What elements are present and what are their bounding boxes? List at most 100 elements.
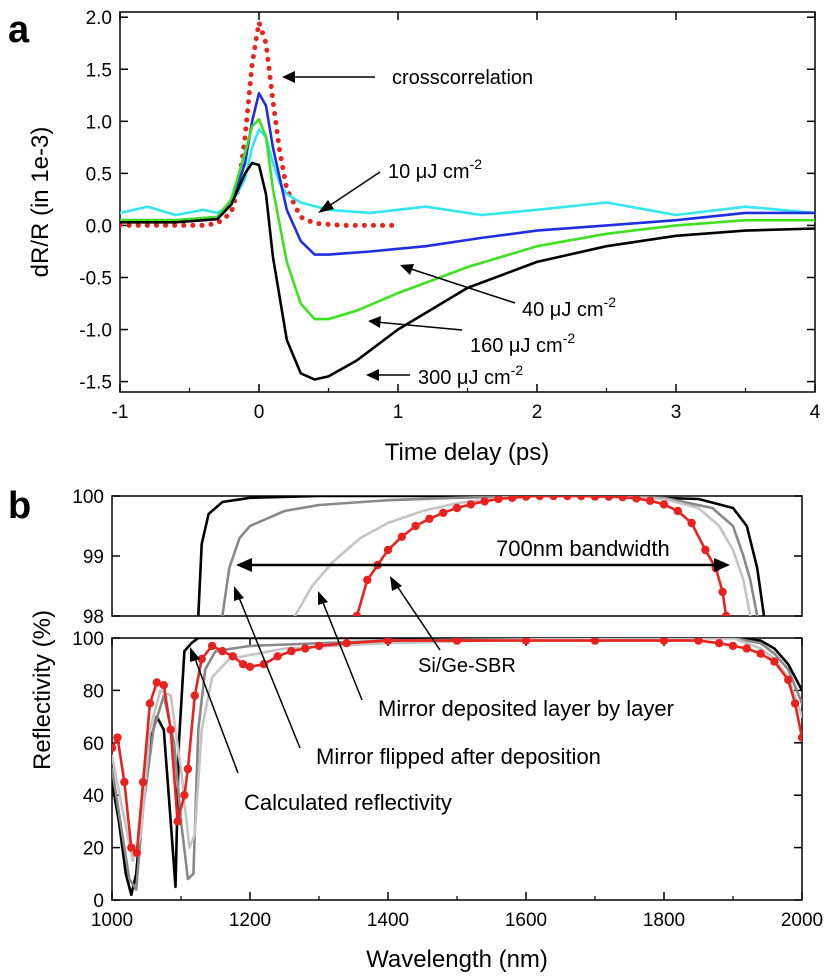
annotation-bandwidth-label: 700nm bandwidth bbox=[496, 536, 670, 561]
panel-a-ticks: -1 0 1 2 3 4 -1.5 -1.0 -0.5 0.0 0.5 1.0 1.5 2.0 bbox=[79, 8, 820, 423]
annotation-10uj-label: 10 μJ cm-2 bbox=[388, 156, 482, 183]
annotation-crosscorrelation: crosscorrelation bbox=[282, 67, 533, 89]
panel-b-main-series-si-ge-sbr-point bbox=[183, 764, 193, 774]
panel-b-zoom-y-tick-label: 100 bbox=[72, 487, 104, 508]
panel-b-main-series-si-ge-sbr-point bbox=[784, 675, 793, 685]
panel-b-main-series-si-ge-sbr-point bbox=[127, 843, 136, 852]
panel-b-main-series-si-ge-sbr-point bbox=[152, 678, 161, 687]
panel-b-main-series-si-ge-sbr-point bbox=[728, 641, 738, 651]
panel-b-zoom-series-si-ge-sbr-point bbox=[521, 496, 531, 501]
panel-b-main-frame bbox=[111, 637, 803, 901]
annotation-300uj: 300 μJ cm-2 bbox=[366, 362, 523, 389]
annotation-flipped: Mirror flipped after deposition bbox=[234, 586, 601, 769]
panel-b-zoom-series-si-ge-sbr-point bbox=[604, 496, 613, 501]
panel-b-main-series bbox=[112, 638, 802, 897]
panel-b-main-series-si-ge-sbr-point bbox=[742, 644, 751, 653]
annotation-crosscorrelation-label: crosscorrelation bbox=[392, 67, 533, 89]
annotation-300uj-label: 300 μJ cm-2 bbox=[418, 362, 523, 389]
annotation-flipped-label: Mirror flipped after deposition bbox=[316, 744, 601, 769]
panel-a-y-tick-label: 0.5 bbox=[86, 164, 112, 185]
panel-a-x-tick-label: 0 bbox=[254, 402, 265, 423]
annotation-calc: Calculated reflectivity bbox=[190, 647, 452, 815]
panel-b-zoom-series-mirror-flipped-after-deposition-line bbox=[221, 496, 759, 616]
panel-b-main-series-si-ge-sbr-point bbox=[145, 699, 155, 708]
panel-b-zoom-series-si-ge-sbr-point bbox=[632, 496, 641, 503]
panel-b-main-y-tick-label: 40 bbox=[83, 786, 104, 807]
panel-b-main-series-si-ge-sbr-point bbox=[173, 817, 182, 826]
panel-a-x-tick-label: 4 bbox=[810, 402, 821, 423]
panel-b-main-series-si-ge-sbr-point bbox=[132, 848, 141, 857]
panel-b-zoom-series-si-ge-sbr-point bbox=[563, 496, 572, 501]
annotation-160uj-label: 160 μJ cm-2 bbox=[470, 330, 575, 357]
panel-b-main-series-si-ge-sbr-point bbox=[314, 641, 324, 651]
panel-a-y-tick-label: -1.5 bbox=[79, 373, 112, 394]
panel-b-zoom-series-si-ge-sbr-point bbox=[480, 497, 489, 506]
panel-b-main-series-si-ge-sbr-point bbox=[238, 660, 248, 669]
panel-b-zoom-series-calculated-reflectivity-line bbox=[197, 496, 766, 616]
annotation-layer-label: Mirror deposited layer by layer bbox=[378, 696, 674, 721]
panel-b-zoom-series-si-ge-sbr-point bbox=[618, 496, 627, 502]
panel-b-main-series-si-ge-sbr-point bbox=[113, 733, 122, 742]
panel-b-main-series-si-ge-sbr-point bbox=[452, 638, 462, 645]
panel-b-x-axis-title: Wavelength (nm) bbox=[366, 946, 548, 973]
panel-b-main-series-si-ge-sbr-point bbox=[521, 638, 531, 645]
panel-b-zoom-series-si-ge-sbr-point bbox=[535, 496, 544, 501]
panel-b-main-series-si-ge-sbr-point bbox=[756, 649, 765, 658]
panel-b-y-axis-title: Reflectivity (%) bbox=[29, 610, 56, 770]
panel-b-main-series-si-ge-sbr-point bbox=[180, 791, 189, 800]
panel-b-main-series-si-ge-sbr-point bbox=[383, 638, 393, 645]
panel-b-letter: b bbox=[8, 485, 31, 527]
panel-a-x-tick-label: 1 bbox=[393, 402, 404, 423]
panel-b-zoom-series-si-ge-sbr-point bbox=[659, 500, 669, 509]
panel-b-main-y-tick-label: 60 bbox=[83, 734, 104, 755]
panel-a-y-tick-label: 1.0 bbox=[86, 112, 112, 133]
annotation-calc-label: Calculated reflectivity bbox=[244, 790, 452, 815]
panel-b-zoom-y-tick-label: 98 bbox=[83, 607, 104, 628]
panel-b-zoom-series-si-ge-sbr-point bbox=[411, 521, 420, 531]
panel-a-series bbox=[120, 19, 815, 381]
panel-b-zoom-series-si-ge-sbr-point bbox=[646, 496, 655, 505]
panel-b-zoom-series-si-ge-sbr-point bbox=[721, 611, 731, 616]
panel-b-main-series-si-ge-sbr-point bbox=[218, 646, 227, 656]
panel-b-main-series-si-ge-sbr-line bbox=[112, 639, 802, 855]
panel-b-zoom-series-si-ge-sbr-point bbox=[590, 496, 600, 501]
panel-b-zoom-y-tick-label: 99 bbox=[83, 547, 104, 568]
annotation-bandwidth: 700nm bandwidth bbox=[236, 536, 730, 572]
panel-a-x-tick-label: -1 bbox=[112, 402, 129, 423]
panel-b-main-series-si-ge-sbr-point bbox=[159, 681, 168, 690]
panel-b-zoom-frame bbox=[111, 495, 803, 617]
panel-b-main-series-si-ge-sbr-point bbox=[797, 733, 802, 742]
panel-b-zoom-series-si-ge-sbr-point bbox=[549, 496, 558, 501]
panel-b-main-series-si-ge-sbr-point bbox=[120, 777, 129, 787]
panel-b-main-y-tick-label: 100 bbox=[72, 629, 104, 650]
panel-b-main-series-si-ge-sbr-point bbox=[166, 725, 175, 734]
panel-b-zoom-series-si-ge-sbr-point bbox=[452, 503, 462, 513]
panel-b-zoom-series-si-ge-sbr-point bbox=[494, 496, 503, 504]
annotation-160uj: 160 μJ cm-2 bbox=[368, 316, 575, 357]
panel-b-main-series-si-ge-sbr-point bbox=[287, 646, 296, 656]
panel-b-main-series-si-ge-sbr-point bbox=[273, 652, 282, 661]
panel-b-main-series-si-ge-sbr-point bbox=[112, 743, 117, 753]
panel-a-series-300-j-cm-2-line bbox=[120, 161, 815, 381]
panel-a-letter: a bbox=[8, 9, 30, 51]
panel-b-main-y-tick-label: 80 bbox=[83, 681, 104, 702]
panel-b-main-x-tick-label: 1800 bbox=[643, 910, 685, 931]
annotation-layer: Mirror deposited layer by layer bbox=[318, 591, 674, 721]
panel-b-main-series-si-ge-sbr-point bbox=[245, 662, 255, 671]
panel-b-zoom-series-si-ge-sbr-point bbox=[383, 545, 393, 555]
panel-b-main-series-mirror-deposited-layer-by-layer-line bbox=[112, 638, 802, 863]
panel-b-zoom-series-si-ge-sbr-point bbox=[363, 575, 372, 585]
panel-b-main-series-si-ge-sbr-point bbox=[301, 644, 310, 653]
panel-a-y-tick-label: 0.0 bbox=[86, 216, 112, 237]
panel-a-x-tick-label: 2 bbox=[532, 402, 543, 423]
annotation-sbr: Si/Ge-SBR bbox=[390, 576, 516, 677]
panel-b-main-series-si-ge-sbr-point bbox=[659, 638, 669, 645]
panel-b-main-series-si-ge-sbr-point bbox=[715, 639, 724, 648]
panel-b-main-x-tick-label: 1600 bbox=[505, 910, 547, 931]
panel-b-main-series-si-ge-sbr-point bbox=[342, 639, 351, 648]
panel-b-zoom-series-si-ge-sbr-point bbox=[466, 500, 475, 509]
panel-b-main-x-tick-label: 2000 bbox=[781, 910, 823, 931]
panel-b-zoom-series-si-ge-sbr-point bbox=[718, 587, 727, 597]
panel-b-zoom-series-si-ge-sbr-point bbox=[508, 496, 517, 502]
